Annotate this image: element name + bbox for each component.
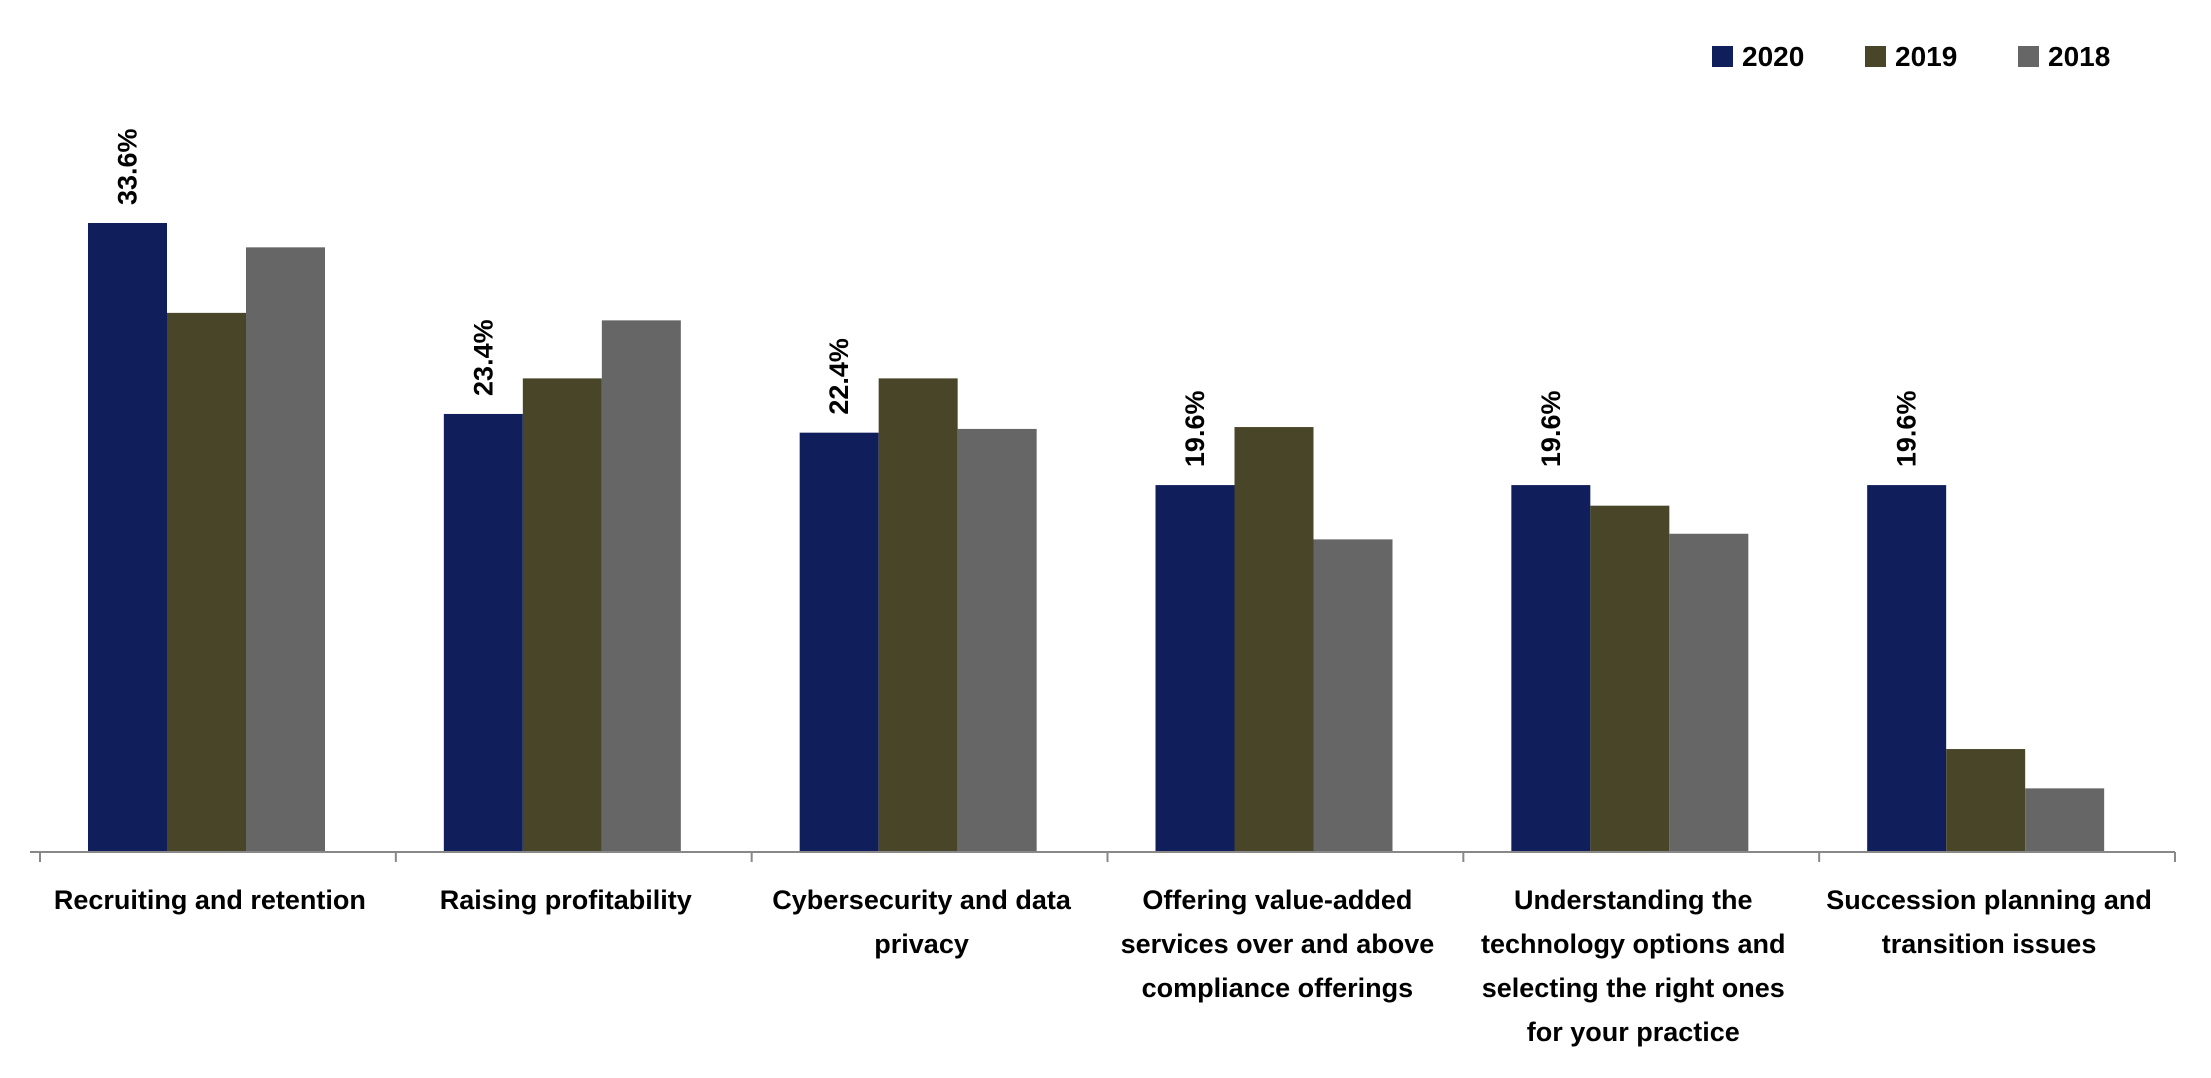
bar-2018 xyxy=(601,320,681,852)
data-label: 19.6% xyxy=(1180,391,1210,468)
legend-swatch-2019 xyxy=(1865,46,1886,67)
data-label: 22.4% xyxy=(824,338,854,415)
bar-2018 xyxy=(1313,539,1393,852)
bar-2020 xyxy=(1155,485,1235,852)
bar-2018 xyxy=(246,247,325,852)
category-label: Cybersecurity and data privacy xyxy=(772,885,1071,959)
legend-label-2019: 2019 xyxy=(1895,41,1957,72)
bar-2019 xyxy=(1234,427,1314,852)
bar-2019 xyxy=(1946,749,2026,852)
bar-2019 xyxy=(167,312,246,852)
bar-2019 xyxy=(522,378,602,852)
legend-swatch-2018 xyxy=(2018,46,2039,67)
legend-swatch-2020 xyxy=(1712,46,1733,67)
bar-2019 xyxy=(1590,505,1670,852)
bar-2020 xyxy=(799,432,879,852)
data-label: 23.4% xyxy=(468,319,498,396)
data-label: 33.6% xyxy=(113,128,143,205)
bar-2018 xyxy=(957,428,1037,852)
bar-2018 xyxy=(2025,788,2105,852)
category-label: Understanding the technology options and… xyxy=(1481,885,1786,1047)
data-label: 19.6% xyxy=(1892,391,1922,468)
category-label: Raising profitability xyxy=(439,885,692,915)
bar-2020 xyxy=(1867,485,1947,852)
bar-2020 xyxy=(1511,485,1591,852)
legend-label-2018: 2018 xyxy=(2048,41,2110,72)
bar-2019 xyxy=(878,378,958,852)
data-label: 19.6% xyxy=(1536,391,1566,468)
category-label: Offering value-added services over and a… xyxy=(1120,885,1435,1003)
category-label: Recruiting and retention xyxy=(53,885,366,915)
bar-2018 xyxy=(1669,533,1749,852)
legend-label-2020: 2020 xyxy=(1742,41,1804,72)
bar-2020 xyxy=(443,413,523,852)
bar-2020 xyxy=(88,223,167,852)
category-label: Succession planning and transition issue… xyxy=(1826,885,2152,959)
